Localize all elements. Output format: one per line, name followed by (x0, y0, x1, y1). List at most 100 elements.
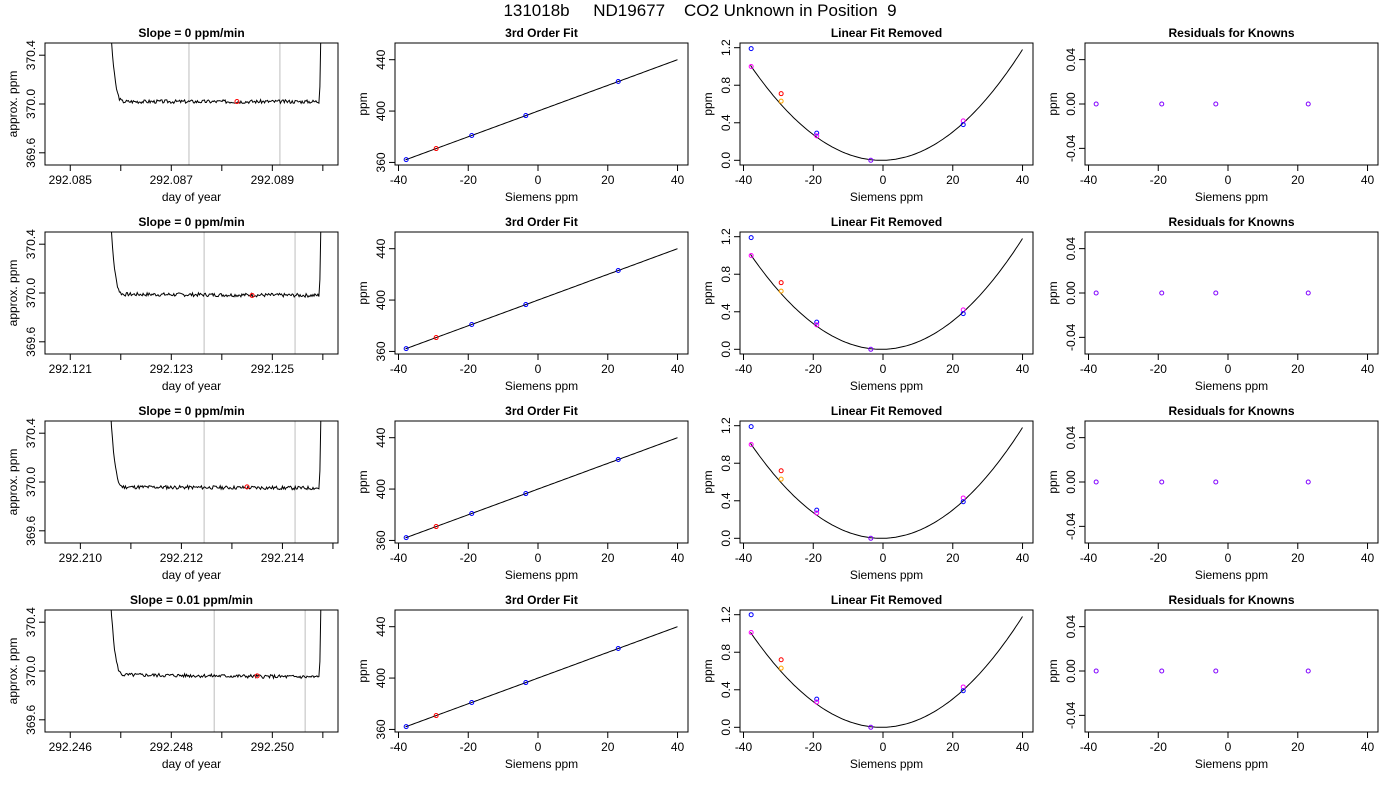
y-tick-label: 360 (374, 719, 388, 739)
x-tick-label: 0 (1225, 740, 1232, 754)
plot-frame (44, 420, 339, 544)
plot-frame (394, 420, 689, 544)
x-tick-label: 40 (671, 173, 685, 187)
panel-title: Linear Fit Removed (831, 404, 942, 418)
data-point (1093, 101, 1099, 107)
x-tick-label: 0 (535, 173, 542, 187)
trace-line (110, 421, 322, 491)
x-tick-label: -40 (390, 551, 408, 565)
data-point (469, 699, 475, 705)
y-axis-label: approx. ppm (6, 449, 20, 516)
plot-frame (739, 231, 1034, 355)
x-tick-label: 292.089 (251, 173, 295, 187)
data-point (1305, 668, 1311, 674)
y-tick-label: 369.6 (24, 515, 38, 545)
y-tick-label: 440 (374, 238, 388, 258)
x-tick-label: 40 (1361, 362, 1375, 376)
panel-row4-fit: 3rd Order Fit -40 -20 0 20 40 360 400 440 Siemens… (356, 593, 689, 771)
trace-line (111, 43, 322, 105)
data-point (433, 713, 439, 719)
panel-row2-resid: Residuals for Knowns -40 -20 0 20 40 -0.04 0.00… (1046, 215, 1379, 393)
x-tick-label: 20 (601, 551, 615, 565)
data-point (615, 457, 621, 463)
y-tick-label: 440 (374, 616, 388, 636)
plot-frame (44, 609, 339, 733)
panel-title: 3rd Order Fit (505, 26, 578, 40)
y-tick-label: 400 (374, 290, 388, 310)
panel-title: 3rd Order Fit (505, 215, 578, 229)
plot-area (1093, 101, 1311, 107)
plot-area (748, 612, 1023, 730)
panel-row3-resid: Residuals for Knowns -40 -20 0 20 40 -0.04 0.00… (1046, 404, 1379, 582)
x-axis-label: Siemens ppm (1195, 379, 1268, 393)
y-tick-label: 369.6 (24, 704, 38, 734)
panel-row3-linear: Linear Fit Removed -40 -20 0 20 40 0.0 0.4 0.8 1.… (701, 404, 1034, 582)
data-point (1213, 101, 1219, 107)
panel-title: Slope = 0 ppm/min (138, 404, 244, 418)
data-point (1159, 479, 1165, 485)
x-tick-label: -20 (805, 740, 823, 754)
x-tick-label: 292.250 (251, 740, 295, 754)
x-tick-label: 0 (880, 551, 887, 565)
x-tick-label: 0 (880, 173, 887, 187)
plot-area (1093, 668, 1311, 674)
panel-row2-linear: Linear Fit Removed -40 -20 0 20 40 0.0 0.4 0.8 1.… (701, 215, 1034, 393)
x-tick-label: -20 (460, 173, 478, 187)
panel-title: Residuals for Knowns (1168, 404, 1294, 418)
y-tick-label: 440 (374, 427, 388, 447)
x-tick-label: -20 (1150, 740, 1168, 754)
fit-curve (750, 49, 1023, 161)
plot-area (403, 626, 678, 730)
y-axis-label: ppm (356, 659, 370, 682)
panel-title: 3rd Order Fit (505, 404, 578, 418)
fit-curve (405, 59, 678, 161)
data-point (778, 665, 784, 671)
y-tick-label: 1.2 (719, 228, 733, 245)
panel-row4-resid: Residuals for Knowns -40 -20 0 20 40 -0.04 0.00… (1046, 593, 1379, 771)
y-axis-label: ppm (701, 659, 715, 682)
fit-curve (750, 427, 1023, 539)
data-point (748, 46, 754, 52)
x-tick-label: -20 (1150, 173, 1168, 187)
y-tick-label: 440 (374, 49, 388, 69)
y-axis-label: ppm (356, 470, 370, 493)
y-axis-label: approx. ppm (6, 71, 20, 138)
y-tick-label: 0.4 (719, 303, 733, 320)
y-tick-label: 0.0 (719, 719, 733, 736)
y-tick-label: 0.04 (1064, 48, 1078, 72)
plot-area (403, 248, 678, 352)
x-tick-label: 0 (1225, 362, 1232, 376)
data-point (403, 535, 409, 541)
x-tick-label: -20 (460, 551, 478, 565)
x-axis-label: Siemens ppm (850, 757, 923, 771)
data-point (1305, 290, 1311, 296)
x-tick-label: 292.246 (49, 740, 93, 754)
x-tick-label: 0 (535, 551, 542, 565)
y-tick-label: 370.4 (24, 607, 38, 637)
plot-area (403, 437, 678, 541)
y-tick-label: 0.0 (719, 530, 733, 547)
data-point (615, 646, 621, 652)
data-point (960, 311, 966, 317)
x-tick-label: 40 (1016, 362, 1030, 376)
panel-title: Slope = 0.01 ppm/min (130, 593, 253, 607)
data-point (433, 335, 439, 341)
data-point (960, 499, 966, 505)
x-tick-label: 40 (1016, 740, 1030, 754)
plot-frame (1084, 420, 1379, 544)
data-point (1159, 290, 1165, 296)
x-tick-label: -40 (735, 173, 753, 187)
x-tick-label: -40 (390, 173, 408, 187)
panel-row4-linear: Linear Fit Removed -40 -20 0 20 40 0.0 0.4 0.8 1.… (701, 593, 1034, 771)
data-point (1213, 479, 1219, 485)
x-tick-label: 292.214 (261, 551, 305, 565)
data-point (469, 510, 475, 516)
data-point (403, 157, 409, 163)
data-point (960, 122, 966, 128)
y-tick-label: 369.6 (24, 326, 38, 356)
x-axis-label: day of year (162, 190, 221, 204)
y-axis-label: ppm (701, 470, 715, 493)
data-point (1213, 668, 1219, 674)
y-tick-label: 0.04 (1064, 426, 1078, 450)
y-tick-label: 0.8 (719, 77, 733, 94)
